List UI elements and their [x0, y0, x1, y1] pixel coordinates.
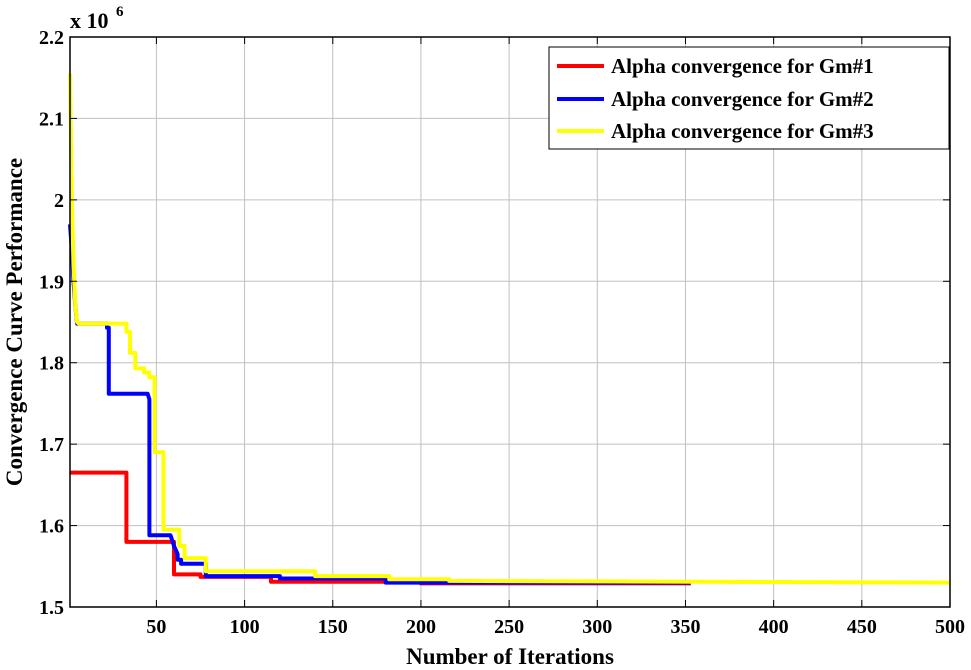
axis-ticks: 50 100 150 200 250 300 350 400 450 500 1.5 1.6 1.7 1.… — [39, 27, 965, 638]
y-tick-label: 1.6 — [39, 516, 64, 538]
x-tick-label: 100 — [230, 616, 260, 638]
x-tick-label: 200 — [406, 616, 436, 638]
legend-label-gm1: Alpha convergence for Gm#1 — [611, 54, 874, 78]
legend-box — [548, 46, 950, 150]
x-tick-label: 300 — [582, 616, 612, 638]
x-tick-label: 50 — [146, 616, 166, 638]
x-tick-label: 500 — [935, 616, 965, 638]
series-lines — [68, 73, 951, 586]
legend-label-gm3: Alpha convergence for Gm#3 — [611, 119, 874, 143]
y-axis-label: Convergence Curve Performance — [2, 158, 27, 486]
y-tick-label: 2.2 — [39, 27, 64, 49]
legend: Alpha convergence for Gm#1 Alpha converg… — [548, 46, 950, 150]
y-tick-label: 2 — [54, 190, 64, 212]
plot-frame — [69, 36, 951, 608]
x-tick-label: 450 — [847, 616, 877, 638]
y-multiplier-exponent: 6 — [116, 4, 124, 20]
x-tick-label: 350 — [670, 616, 700, 638]
y-tick-label: 1.8 — [39, 353, 64, 375]
y-tick-label: 1.9 — [39, 271, 64, 293]
series-line-gm3 — [68, 73, 951, 585]
y-multiplier-base: x 10 — [70, 8, 109, 33]
x-tick-label: 150 — [318, 616, 348, 638]
x-tick-label: 400 — [759, 616, 789, 638]
x-axis-label: Number of Iterations — [406, 644, 614, 669]
legend-label-gm2: Alpha convergence for Gm#2 — [611, 87, 874, 111]
y-tick-label: 2.1 — [39, 108, 64, 130]
x-tick-label: 250 — [494, 616, 524, 638]
y-tick-label: 1.7 — [39, 434, 64, 456]
y-tick-label: 1.5 — [39, 597, 64, 619]
